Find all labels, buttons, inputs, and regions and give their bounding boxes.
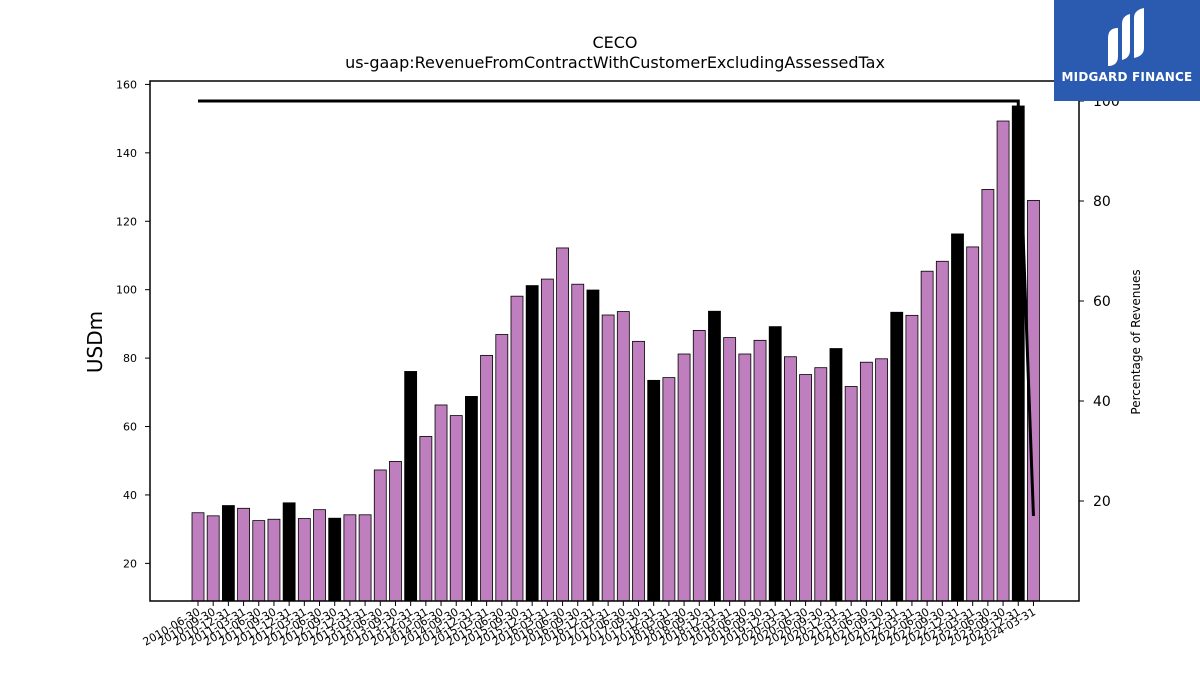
y-tick-label: 60 (123, 421, 137, 434)
y-tick-label: 160 (116, 78, 137, 91)
bar-2021-12-31 (890, 311, 904, 602)
bar-2018-06-30 (677, 353, 691, 602)
bar-2015-09-30 (510, 295, 524, 602)
y-right-tick-label: 80 (1093, 194, 1111, 210)
y-tick-label: 120 (116, 215, 137, 228)
y-axis-label: USDm (83, 311, 107, 373)
y-right-tick-label: 20 (1093, 494, 1111, 510)
axes-group: 20406080100120140160204060801002010-06-3… (116, 78, 1120, 648)
bar-2018-09-30 (692, 329, 706, 602)
bar-2023-06-30 (981, 189, 995, 602)
bar-2012-09-30 (328, 517, 342, 602)
bar-2014-06-30 (434, 404, 448, 602)
bar-2019-09-30 (753, 339, 767, 602)
bar-2013-06-30 (373, 469, 387, 602)
bar-2019-03-31 (723, 337, 737, 602)
bar-2021-03-31 (844, 386, 858, 602)
y-tick-label: 80 (123, 352, 137, 365)
bar-2016-06-30 (556, 247, 569, 602)
bar-2015-03-31 (480, 354, 494, 602)
y-right-tick-label: 60 (1093, 294, 1111, 310)
bar-2010-09-30 (206, 515, 220, 602)
bar-2015-06-30 (495, 334, 509, 602)
bar-2012-03-31 (297, 518, 311, 602)
bar-2013-03-31 (358, 514, 372, 602)
bar-2016-03-31 (540, 278, 554, 602)
bar-2015-12-31 (525, 285, 539, 602)
bar-2012-12-31 (343, 514, 357, 602)
percentage-line (198, 99, 1035, 517)
bar-2022-12-31 (951, 233, 964, 602)
bar-2017-12-31 (647, 379, 661, 602)
bar-2012-06-30 (313, 509, 326, 602)
bar-2013-09-30 (389, 461, 402, 602)
bar-2016-09-30 (571, 283, 585, 602)
bar-2019-06-30 (738, 353, 752, 602)
bar-2017-06-30 (616, 311, 630, 602)
bar-2014-12-31 (465, 396, 478, 602)
y-axis-right-label: Percentage of Revenues (1129, 269, 1143, 414)
bar-2021-06-30 (859, 361, 873, 602)
y-right-tick-label: 40 (1093, 394, 1111, 410)
y-tick-label: 40 (123, 489, 137, 502)
bar-2017-03-31 (601, 314, 615, 602)
plot-frame (149, 80, 1080, 602)
y-tick-label: 140 (116, 147, 137, 160)
logo-text: MIDGARD FINANCE (1061, 70, 1193, 84)
bar-2023-03-31 (966, 246, 980, 602)
chart-subtitle: us-gaap:RevenueFromContractWithCustomerE… (345, 53, 885, 72)
y-tick-label: 100 (116, 284, 137, 297)
bar-2011-12-31 (282, 502, 296, 602)
bar-2016-12-31 (586, 289, 600, 602)
bar-2022-06-30 (920, 270, 934, 602)
bar-2020-12-31 (829, 348, 843, 602)
y-tick-label: 20 (123, 557, 137, 570)
bar-2018-12-31 (708, 310, 721, 602)
bars-group (191, 105, 1040, 602)
midgard-finance-logo: MIDGARD FINANCE (1054, 0, 1200, 101)
bar-2017-09-30 (632, 340, 645, 602)
bar-2022-03-31 (905, 314, 919, 602)
bar-2011-09-30 (267, 518, 281, 602)
bar-2021-09-30 (875, 358, 888, 602)
bar-2020-09-30 (814, 367, 828, 602)
bar-2022-09-30 (935, 260, 949, 602)
bar-2013-12-31 (404, 371, 418, 602)
chart-title: CECO (592, 33, 637, 52)
bar-2020-03-31 (784, 356, 797, 602)
bar-2014-03-31 (419, 436, 433, 602)
bar-2011-03-31 (237, 507, 250, 602)
bar-2019-12-31 (768, 326, 782, 602)
bar-2010-12-31 (221, 505, 235, 602)
bar-2018-03-31 (662, 377, 676, 602)
bar-2014-09-30 (449, 415, 463, 602)
bar-2010-06-30 (191, 512, 205, 602)
bar-2020-06-30 (799, 374, 812, 602)
logo-mark-icon (1108, 8, 1144, 66)
bar-2011-06-30 (252, 520, 266, 602)
bar-2023-09-30 (996, 120, 1010, 602)
